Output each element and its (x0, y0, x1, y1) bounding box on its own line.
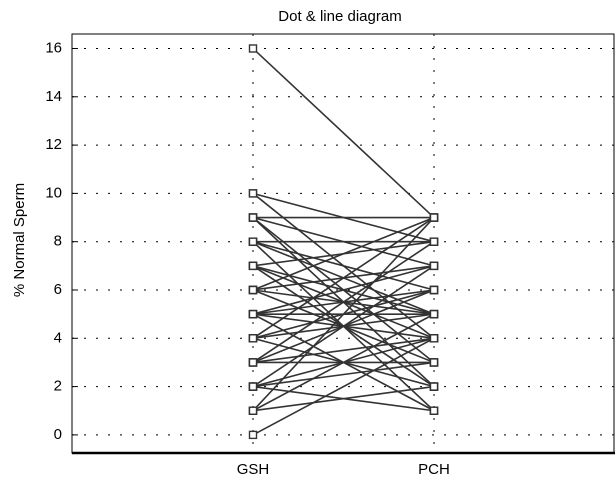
pair-line (252, 216, 435, 291)
point (429, 334, 439, 343)
y-axis-label: % Normal Sperm (11, 183, 28, 297)
point (429, 309, 439, 319)
y-tick-label: 14 (45, 88, 62, 105)
point (248, 237, 258, 246)
y-tick-label: 8 (54, 233, 62, 250)
point (248, 285, 258, 295)
point (429, 382, 439, 391)
pair-line (252, 265, 435, 315)
pair-line (252, 265, 435, 388)
point (429, 285, 439, 295)
y-tick-label: 2 (54, 378, 62, 395)
point (429, 213, 439, 222)
plot-frame (71, 33, 615, 454)
pair-line (252, 337, 435, 388)
pair-line (252, 47, 435, 219)
point (429, 237, 439, 246)
point (429, 406, 439, 415)
y-tick-label: 4 (54, 329, 62, 346)
pair-line (252, 337, 435, 364)
y-tick-label: 0 (54, 426, 62, 443)
y-tick-label: 10 (45, 184, 62, 201)
point (248, 406, 258, 415)
pair-line (252, 361, 435, 388)
point (248, 309, 258, 319)
pair-line (252, 216, 435, 388)
y-tick-label: 12 (45, 136, 62, 153)
point (429, 358, 439, 367)
y-tick-label: 6 (54, 281, 62, 298)
x-tick-label: PCH (418, 461, 450, 478)
point (248, 358, 258, 367)
x-tick-label: GSH (237, 461, 270, 478)
point (248, 334, 258, 343)
pair-line (252, 240, 435, 291)
point (248, 213, 258, 222)
pair-line (252, 265, 435, 291)
pair-line (252, 289, 435, 340)
point (429, 261, 439, 271)
pair-line (252, 337, 435, 436)
point (248, 261, 258, 271)
y-tick-label: 16 (45, 39, 62, 56)
chart-title: Dot & line diagram (278, 8, 401, 25)
point (248, 189, 258, 198)
point (248, 44, 258, 53)
point (248, 430, 258, 440)
pair-line (252, 385, 435, 412)
point (248, 382, 258, 391)
